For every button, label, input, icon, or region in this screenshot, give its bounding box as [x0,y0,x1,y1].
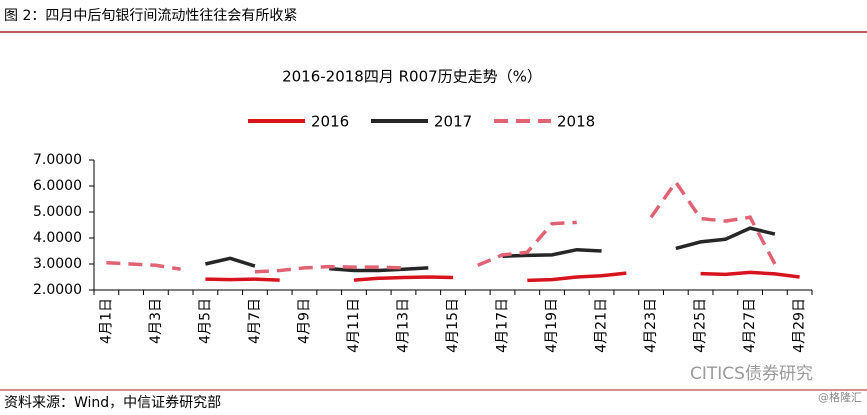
x-tick-label: 4月21日 [594,298,610,353]
x-tick-label: 4月15日 [445,298,461,353]
figure-title: 图 2：四月中后旬银行间流动性往往会有所收紧 [4,8,297,24]
x-tick-label: 4月3日 [148,298,164,344]
legend-label: 2017 [434,113,472,131]
y-tick-label: 5.0000 [33,204,82,220]
legend-label: 2016 [311,113,349,131]
legend-label: 2018 [557,113,595,131]
chart-title: 2016-2018四月 R007历史走势（%） [282,68,542,86]
x-tick-label: 4月5日 [197,298,213,344]
x-tick-label: 4月11日 [346,298,362,353]
source: 资料来源：Wind，中信证券研究部 [4,395,221,411]
y-tick-label: 3.0000 [33,256,82,272]
series-line [205,270,800,283]
x-tick-label: 4月19日 [544,298,560,353]
x-tick-label: 4月9日 [296,298,312,344]
x-tick-label: 4月29日 [792,298,808,353]
x-tick-label: 4月17日 [495,298,511,353]
x-tick-label: 4月13日 [395,298,411,353]
y-tick-label: 6.0000 [33,178,82,194]
series-line [106,179,777,274]
x-tick-label: 4月25日 [693,298,709,353]
y-tick-label: 2.0000 [33,282,82,298]
x-tick-label: 4月23日 [643,298,659,353]
series-line [205,226,776,273]
y-tick-label: 4.0000 [33,230,82,246]
y-tick-label: 7.0000 [33,152,82,168]
credit: @格隆汇 [818,390,862,404]
x-tick-label: 4月27日 [742,298,758,353]
x-tick-label: 4月7日 [247,298,263,344]
x-tick-label: 4月1日 [98,298,114,344]
watermark: CITICS债券研究 [690,364,813,384]
